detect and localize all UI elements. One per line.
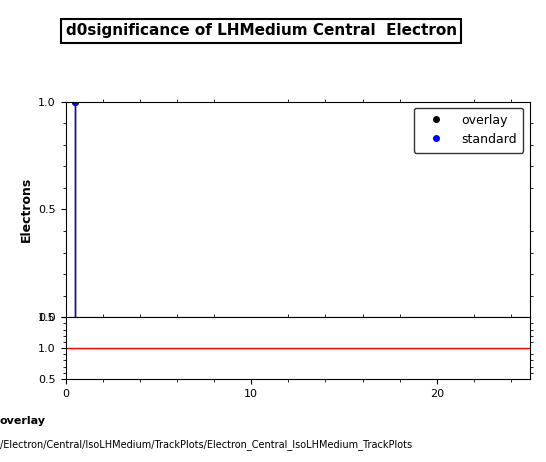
Text: overlay: overlay xyxy=(0,416,46,426)
Text: d0significance of LHMedium Central  Electron: d0significance of LHMedium Central Elect… xyxy=(66,23,456,38)
Y-axis label: Electrons: Electrons xyxy=(20,177,33,242)
Text: /Electron/Central/IsoLHMedium/TrackPlots/Electron_Central_IsoLHMedium_TrackPlots: /Electron/Central/IsoLHMedium/TrackPlots… xyxy=(0,439,412,450)
Legend: overlay, standard: overlay, standard xyxy=(414,108,524,152)
